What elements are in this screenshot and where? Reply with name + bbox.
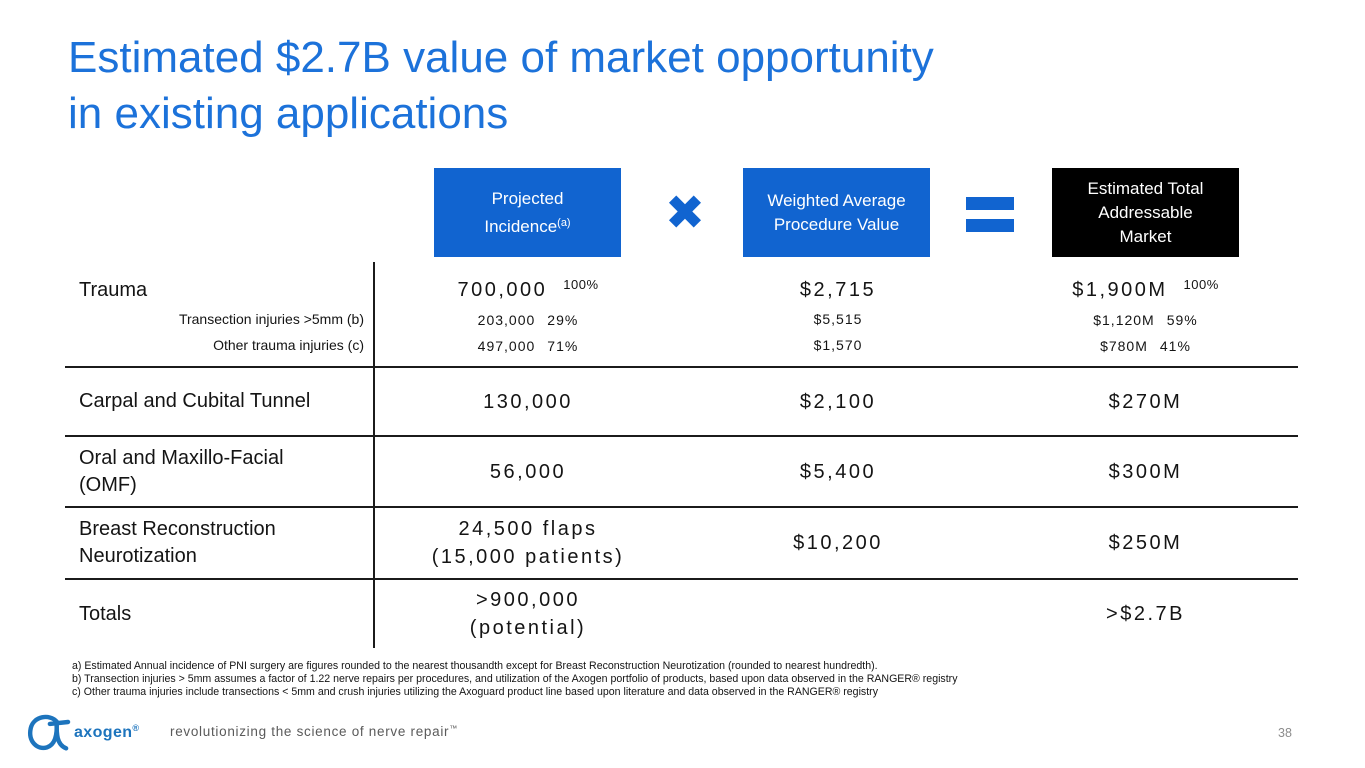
carpal-incidence: 130,000 (483, 390, 573, 413)
equals-icon (966, 197, 1014, 241)
weighted-average-line2: Procedure Value (773, 214, 900, 234)
carpal-market: $270M (1108, 390, 1183, 413)
breast-value: $10,200 (793, 532, 883, 554)
breast-label-cell: Breast Reconstruction Neurotization (65, 508, 373, 578)
breast-label: Breast Reconstruction Neurotization (79, 518, 276, 567)
trauma-market-sub2: $780M 41% (1100, 338, 1191, 354)
table-row-omf: Oral and Maxillo-Facial (OMF) 56,000 $5,… (65, 437, 1298, 508)
equals-bar-bottom (966, 219, 1014, 232)
breast-market-cell: $250M (993, 508, 1298, 578)
weighted-average-line1: Weighted Average (767, 190, 906, 210)
multiply-icon: ✖ (664, 185, 706, 241)
footnote-a-marker: (a) (557, 216, 571, 229)
trauma-market-pct: 100% (1183, 277, 1219, 292)
totals-market-cell: >$2.7B (993, 580, 1298, 648)
table-row-totals: Totals >900,000 (potential) >$2.7B (65, 580, 1298, 648)
omf-label-cell: Oral and Maxillo-Facial (OMF) (65, 437, 373, 506)
omf-market: $300M (1108, 460, 1183, 483)
trauma-incidence: 700,000 100% (457, 277, 599, 301)
market-table: Trauma Transection injuries >5mm (b) Oth… (65, 262, 1298, 648)
page-title-line1: Estimated $2.7B value of market opportun… (68, 33, 934, 82)
carpal-value: $2,100 (799, 390, 877, 413)
totals-incidence: >900,000 (potential) (469, 589, 587, 639)
totals-market: >$2.7B (1106, 603, 1185, 625)
footnote-a: a) Estimated Annual incidence of PNI sur… (72, 660, 878, 672)
footer-tagline: revolutionizing the science of nerve rep… (170, 724, 458, 739)
page-title-line2: in existing applications (68, 89, 509, 138)
breast-incidence-cell: 24,500 flaps (15,000 patients) (373, 508, 683, 578)
weighted-average-value-box: Weighted Average Procedure Value (743, 168, 930, 257)
trauma-value-sub2: $1,570 (813, 337, 863, 353)
axogen-logo-icon (23, 711, 71, 760)
trauma-incidence-sub1: 203,000 29% (477, 312, 579, 328)
footnote-b: b) Transection injuries > 5mm assumes a … (72, 673, 958, 685)
omf-incidence: 56,000 (489, 460, 567, 483)
trauma-incidence-pct: 100% (563, 277, 599, 292)
projected-incidence-box: Projected Incidence(a) (434, 168, 621, 257)
page-number: 38 (1278, 726, 1292, 740)
carpal-value-cell: $2,100 (683, 368, 993, 435)
breast-market: $250M (1108, 532, 1183, 554)
table-row-carpal: Carpal and Cubital Tunnel 130,000 $2,100… (65, 368, 1298, 437)
trauma-value-cell: $2,715 $5,515 $1,570 (683, 262, 993, 366)
trauma-market-cell: $1,900M 100% $1,120M 59% $780M 41% (993, 262, 1298, 366)
axogen-wordmark: axogen® (74, 723, 140, 741)
projected-incidence-line1: Projected (491, 188, 564, 208)
omf-value-cell: $5,400 (683, 437, 993, 506)
trauma-market: $1,900M 100% (1072, 277, 1219, 301)
trauma-incidence-sub2: 497,000 71% (477, 338, 579, 354)
footnote-c: c) Other trauma injuries include transec… (72, 686, 878, 698)
addressable-market-line3: Market (1119, 226, 1172, 246)
carpal-label: Carpal and Cubital Tunnel (79, 390, 311, 412)
trauma-value-sub1: $5,515 (813, 311, 863, 327)
totals-value-cell (683, 580, 993, 648)
trauma-label: Trauma (79, 279, 148, 301)
breast-value-cell: $10,200 (683, 508, 993, 578)
projected-incidence-line2: Incidence(a) (484, 216, 571, 236)
trauma-incidence-cell: 700,000 100% 203,000 29% 497,000 71% (373, 262, 683, 366)
equals-bar-top (966, 197, 1014, 210)
trauma-sub2-label: Other trauma injuries (c) (213, 337, 364, 353)
omf-value: $5,400 (799, 460, 877, 483)
trauma-market-sub1: $1,120M 59% (1093, 312, 1198, 328)
totals-label-cell: Totals (65, 580, 373, 648)
page-title: Estimated $2.7B value of market opportun… (68, 30, 1168, 142)
totals-label: Totals (79, 602, 132, 625)
trademark-mark: ™ (449, 724, 458, 733)
carpal-label-cell: Carpal and Cubital Tunnel (65, 368, 373, 435)
carpal-incidence-cell: 130,000 (373, 368, 683, 435)
omf-incidence-cell: 56,000 (373, 437, 683, 506)
addressable-market-box: Estimated Total Addressable Market (1052, 168, 1239, 257)
omf-market-cell: $300M (993, 437, 1298, 506)
totals-incidence-cell: >900,000 (potential) (373, 580, 683, 648)
registered-mark: ® (132, 723, 140, 733)
addressable-market-line1: Estimated Total (1087, 178, 1204, 198)
table-row-breast: Breast Reconstruction Neurotization 24,5… (65, 508, 1298, 580)
carpal-market-cell: $270M (993, 368, 1298, 435)
trauma-sub1-label: Transection injuries >5mm (b) (178, 311, 364, 327)
footnotes: a) Estimated Annual incidence of PNI sur… (72, 660, 1312, 699)
trauma-value: $2,715 (799, 279, 877, 301)
table-vertical-divider (373, 262, 375, 648)
breast-incidence: 24,500 flaps (15,000 patients) (431, 518, 625, 568)
trauma-label-cell: Trauma Transection injuries >5mm (b) Oth… (65, 262, 373, 366)
table-row-trauma: Trauma Transection injuries >5mm (b) Oth… (65, 262, 1298, 368)
addressable-market-line2: Addressable (1098, 202, 1193, 222)
omf-label: Oral and Maxillo-Facial (OMF) (79, 446, 284, 496)
